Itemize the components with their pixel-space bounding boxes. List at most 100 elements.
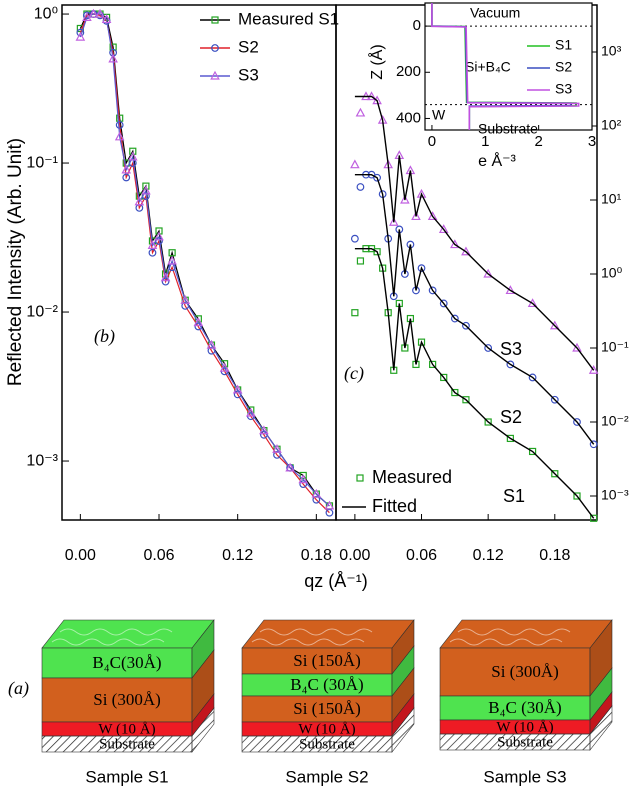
layer-label: Si (300Å) xyxy=(93,690,161,709)
layer-label: W (10 Å) xyxy=(496,719,553,735)
curve-label: S1 xyxy=(503,486,525,506)
marker xyxy=(462,321,470,330)
marker xyxy=(298,474,309,484)
inset-annotation: Vacuum xyxy=(470,5,520,21)
marker xyxy=(506,434,514,443)
layer-label: W (10 Å) xyxy=(298,721,355,737)
layer-side xyxy=(191,707,215,753)
marker xyxy=(350,159,360,169)
marker xyxy=(573,418,581,426)
layer-front xyxy=(41,677,193,723)
marker xyxy=(122,173,131,182)
y-tick-label: 10⁻² xyxy=(26,303,58,320)
block-top xyxy=(241,619,415,649)
marker xyxy=(168,249,176,257)
marker xyxy=(351,309,359,317)
y-tick-label: 0 xyxy=(413,17,421,34)
marker xyxy=(219,362,230,372)
marker xyxy=(142,182,150,190)
y-tick-label: 10⁻² xyxy=(601,413,629,429)
marker xyxy=(285,462,295,472)
series-line xyxy=(79,13,330,507)
inset-annotation: Si+B₄C xyxy=(465,59,511,75)
marker xyxy=(233,390,242,399)
layer-side xyxy=(391,707,415,753)
y-tick-label: 10⁻³ xyxy=(601,487,629,503)
layer-side-shade xyxy=(392,620,414,674)
x-tick-label: 0.12 xyxy=(222,547,253,564)
legend-marker xyxy=(211,44,219,52)
x-tick-label: 0.18 xyxy=(301,547,332,564)
marker xyxy=(299,471,307,480)
legend-marker xyxy=(356,474,364,482)
legend-label: Fitted xyxy=(372,496,417,516)
fit-line xyxy=(354,248,595,519)
marker xyxy=(417,264,426,273)
legend-marker xyxy=(210,70,220,80)
y-tick-label: 400 xyxy=(396,109,421,126)
legend-label: Measured S1 xyxy=(238,9,339,28)
marker xyxy=(440,373,448,382)
marker xyxy=(272,443,282,453)
marker xyxy=(147,240,158,250)
y-tick-label: 10⁻¹ xyxy=(601,339,629,355)
legend-label: S1 xyxy=(555,37,572,53)
layer-side-shade xyxy=(192,650,214,722)
inset-y-label: Z (Å) xyxy=(367,44,386,80)
x-tick-label: 0.00 xyxy=(339,547,370,564)
x-tick-label: 3 xyxy=(588,133,596,150)
marker xyxy=(373,248,381,256)
panel-label: (a) xyxy=(8,678,29,699)
layer-side-shade xyxy=(392,646,414,696)
y-tick-label: 10⁰ xyxy=(34,5,58,22)
marker xyxy=(101,14,112,24)
layer-side-shade xyxy=(590,692,612,734)
y-tick-label: 10⁻³ xyxy=(26,452,58,469)
marker xyxy=(484,344,493,352)
marker xyxy=(505,285,516,295)
marker xyxy=(589,440,598,449)
sample-name: Sample S1 xyxy=(85,767,168,786)
marker xyxy=(82,12,92,21)
marker xyxy=(193,317,204,327)
layer-label: Substrate xyxy=(299,736,355,752)
x-tick-label: 0.06 xyxy=(406,547,437,564)
marker xyxy=(311,488,322,498)
layer-label: Si (150Å) xyxy=(293,651,361,670)
marker xyxy=(462,396,470,404)
sample-name: Sample S2 xyxy=(285,767,368,786)
marker xyxy=(245,407,256,417)
layer-side-shade xyxy=(590,668,612,720)
marker xyxy=(428,286,437,295)
marker xyxy=(483,268,493,278)
legend-label: S2 xyxy=(238,37,259,56)
marker xyxy=(324,500,335,510)
panel-label: (c) xyxy=(344,363,364,384)
marker xyxy=(232,384,243,394)
x-tick-label: 0.00 xyxy=(65,547,96,564)
layer-side-shade xyxy=(192,620,214,678)
layer-label: Substrate xyxy=(497,734,553,750)
legend-label: S3 xyxy=(555,81,572,97)
marker xyxy=(388,217,399,226)
marker xyxy=(451,388,459,397)
marker xyxy=(129,147,137,155)
marker xyxy=(121,164,132,174)
layer-label: B₄C(30Å) xyxy=(92,653,161,672)
x-tick-label: 0.18 xyxy=(539,547,570,564)
marker xyxy=(484,418,492,426)
legend-label: S3 xyxy=(238,65,259,84)
inset-annotation: W xyxy=(432,107,446,123)
marker xyxy=(154,231,164,241)
y-tick-label: 200 xyxy=(396,63,421,80)
layer-side-shade xyxy=(392,668,414,722)
marker xyxy=(550,395,559,404)
marker xyxy=(549,320,560,330)
marker xyxy=(588,365,599,374)
x-tick-label: 0.12 xyxy=(473,547,504,564)
marker xyxy=(167,255,177,265)
marker xyxy=(573,492,581,500)
marker xyxy=(95,8,105,18)
sample-block: Si (150Å) B₄C (30Å) Si (150Å) W (10 Å)Subst… xyxy=(241,619,415,786)
